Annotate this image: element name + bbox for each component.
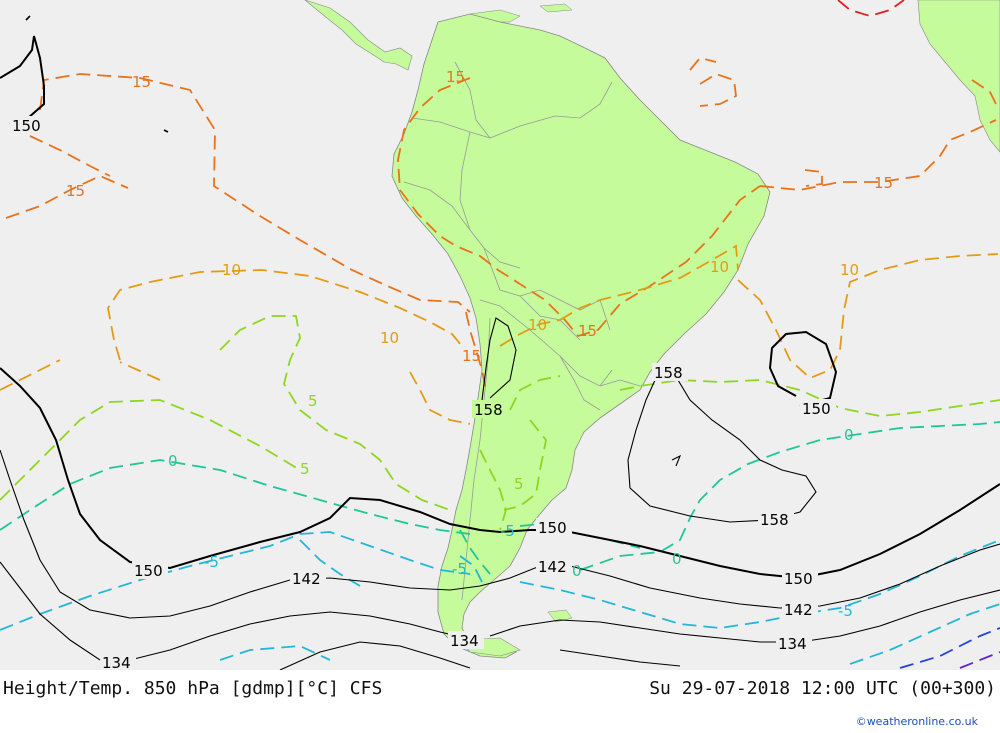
temp-contour-5 <box>0 315 1000 531</box>
temp-contour-cold <box>849 603 1000 669</box>
height-contour-134 <box>489 589 1000 643</box>
temp-label: 10 <box>222 261 241 279</box>
height-label: 134 <box>102 654 131 670</box>
temp-contour-20 <box>837 0 905 17</box>
height-label: 158 <box>654 364 683 382</box>
height-label: 150 <box>802 400 831 418</box>
falkland-islands <box>547 609 573 623</box>
temp-label: 5 <box>300 460 310 478</box>
height-label: 150 <box>784 570 813 588</box>
height-label: 142 <box>292 570 321 588</box>
temp-label: 5 <box>308 392 318 410</box>
temp-label: 5 <box>514 475 524 493</box>
temp-label: -5 <box>204 553 219 571</box>
credit-link[interactable]: ©weatheronline.co.uk <box>855 715 978 728</box>
temp-labels-10: 10 10 10 10 10 <box>222 258 859 347</box>
map-title: Height/Temp. 850 hPa [gdmp][°C] CFS <box>3 678 383 699</box>
height-label: 150 <box>134 562 163 580</box>
temp-contour-15 <box>5 56 997 391</box>
temp-labels-15: 15 15 15 15 15 15 <box>66 68 893 365</box>
temp-label: -5 <box>500 522 515 540</box>
temp-label: 15 <box>578 322 597 340</box>
height-label: 134 <box>778 635 807 653</box>
temp-label: -5 <box>838 602 853 620</box>
map-footer: Height/Temp. 850 hPa [gdmp][°C] CFS Su 2… <box>0 670 1000 733</box>
height-contour-150 <box>768 330 838 407</box>
height-contour-150 <box>0 35 45 125</box>
temp-contour-10 <box>0 244 999 425</box>
temp-label: 15 <box>446 68 465 86</box>
temp-labels-5: 5 5 5 <box>300 392 524 493</box>
height-contour-126 <box>279 641 471 670</box>
temp-label: 10 <box>528 316 547 334</box>
temp-label: 15 <box>66 182 85 200</box>
height-label: 150 <box>12 117 41 135</box>
country-borders <box>403 61 641 601</box>
temp-label: 0 <box>844 426 854 444</box>
temp-label: 0 <box>572 562 582 580</box>
temp-label: 15 <box>462 347 481 365</box>
height-contour-158 <box>671 454 682 467</box>
temp-label: 10 <box>710 258 729 276</box>
central-america-land <box>304 0 413 71</box>
temp-label: 15 <box>132 73 151 91</box>
height-label: 142 <box>784 601 813 619</box>
temp-label: 10 <box>840 261 859 279</box>
temp-labels-minus5: -5 -5 -5 -5 <box>204 522 853 620</box>
temp-label: 0 <box>168 452 178 470</box>
height-contour-134 <box>0 561 467 661</box>
temp-label: -5 <box>452 560 467 578</box>
height-label: 150 <box>538 519 567 537</box>
temp-labels-0: 0 0 0 0 <box>168 426 854 580</box>
height-contour-158 <box>481 317 517 401</box>
map-canvas: 150 150 150 150 150 158 158 158 142 142 … <box>0 0 1000 670</box>
map-valid-time: Su 29-07-2018 12:00 UTC (00+300) <box>649 678 996 699</box>
temp-label: 15 <box>874 174 893 192</box>
temp-label: 0 <box>672 550 682 568</box>
height-label: 134 <box>450 632 479 650</box>
africa-land <box>917 0 1000 153</box>
temp-label: 10 <box>380 329 399 347</box>
height-label: 142 <box>538 558 567 576</box>
height-contour-142 <box>0 449 1000 619</box>
caribbean-island <box>539 3 573 13</box>
height-contour-126 <box>559 649 681 667</box>
height-label: 158 <box>760 511 789 529</box>
height-contour-150 <box>25 15 169 133</box>
height-label: 158 <box>474 401 503 419</box>
height-labels: 150 150 150 150 150 158 158 158 142 142 … <box>10 116 836 670</box>
